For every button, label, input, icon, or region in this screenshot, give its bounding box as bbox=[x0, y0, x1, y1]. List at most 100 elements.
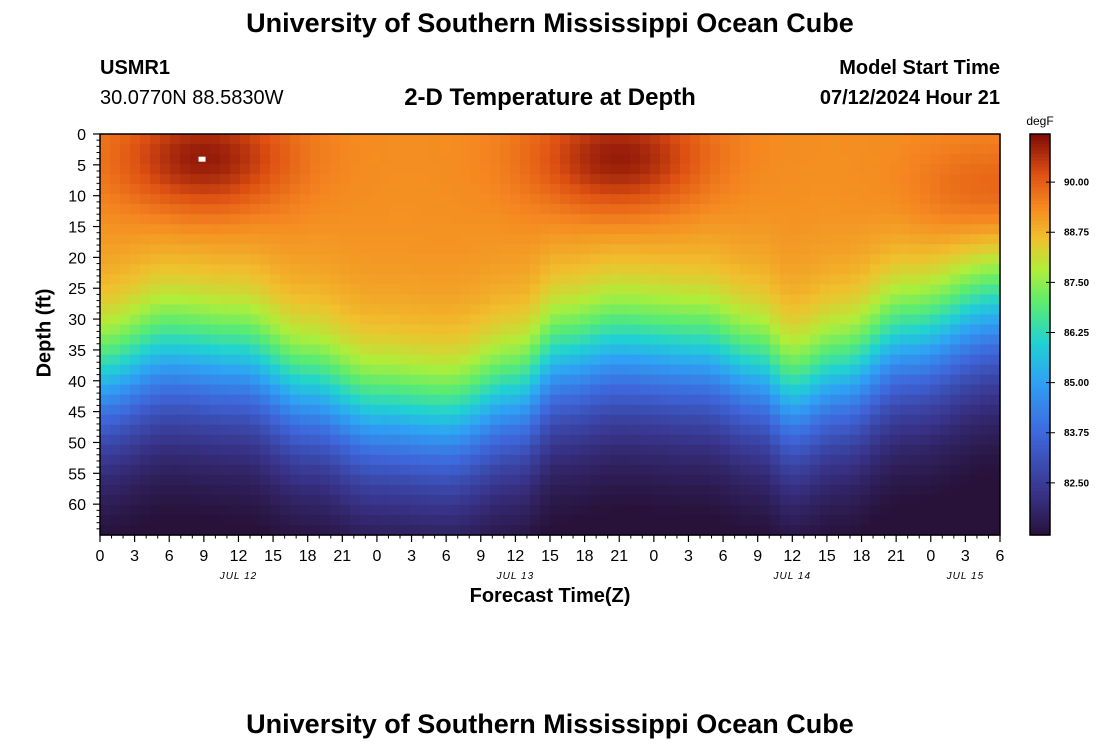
heatmap-cell bbox=[850, 354, 861, 366]
heatmap-cell bbox=[860, 524, 871, 536]
heatmap-cell bbox=[380, 344, 391, 356]
heatmap-cell bbox=[950, 314, 961, 326]
heatmap-cell bbox=[870, 144, 881, 155]
heatmap-cell bbox=[880, 384, 891, 396]
heatmap-cell bbox=[610, 334, 621, 346]
heatmap-cell bbox=[870, 474, 881, 486]
heatmap-cell bbox=[970, 354, 981, 366]
heatmap-cell bbox=[520, 514, 531, 526]
heatmap-cell bbox=[890, 224, 901, 235]
heatmap-cell bbox=[270, 254, 281, 265]
heatmap-cell bbox=[120, 434, 131, 446]
heatmap-cell bbox=[380, 134, 391, 145]
heatmap-cell bbox=[760, 334, 771, 346]
heatmap-cell bbox=[210, 174, 221, 185]
heatmap-cell bbox=[280, 144, 291, 155]
colorbar-swatch bbox=[1030, 277, 1050, 282]
heatmap-cell bbox=[420, 304, 431, 316]
heatmap-cell bbox=[570, 434, 581, 446]
heatmap-cell bbox=[980, 494, 991, 506]
heatmap-cell bbox=[150, 204, 161, 215]
heatmap-cell bbox=[380, 374, 391, 386]
heatmap-cell bbox=[440, 314, 451, 326]
heatmap-cell bbox=[320, 144, 331, 155]
heatmap-cell bbox=[900, 204, 911, 215]
heatmap-cell bbox=[610, 474, 621, 486]
heatmap-cell bbox=[140, 234, 151, 245]
heatmap-cell bbox=[340, 304, 351, 316]
heatmap-cell bbox=[300, 264, 311, 275]
heatmap-cell bbox=[810, 304, 821, 316]
heatmap-cell bbox=[920, 374, 931, 386]
heatmap-cell bbox=[820, 354, 831, 366]
heatmap-cell bbox=[960, 304, 971, 316]
heatmap-cell bbox=[970, 204, 981, 215]
heatmap-cell bbox=[880, 324, 891, 336]
heatmap-cell bbox=[440, 154, 451, 165]
heatmap-cell bbox=[410, 384, 421, 396]
heatmap-cell bbox=[120, 394, 131, 406]
heatmap-cell bbox=[590, 254, 601, 265]
heatmap-cell bbox=[740, 404, 751, 416]
heatmap-cell bbox=[360, 394, 371, 406]
heatmap-cell bbox=[350, 474, 361, 486]
heatmap-cell bbox=[460, 194, 471, 205]
heatmap-cell bbox=[700, 414, 711, 426]
heatmap-cell bbox=[440, 474, 451, 486]
heatmap-cell bbox=[690, 344, 701, 356]
heatmap-cell bbox=[550, 184, 561, 195]
heatmap-cell bbox=[870, 464, 881, 476]
heatmap-cell bbox=[940, 194, 951, 205]
heatmap-cell bbox=[720, 204, 731, 215]
heatmap-cell bbox=[110, 224, 121, 235]
heatmap-cell bbox=[940, 204, 951, 215]
heatmap-cell bbox=[390, 374, 401, 386]
heatmap-cell bbox=[900, 304, 911, 316]
colorbar-swatch bbox=[1030, 367, 1050, 372]
buoy-marker bbox=[198, 156, 206, 162]
heatmap-cell bbox=[330, 454, 341, 466]
heatmap-cell bbox=[690, 494, 701, 506]
heatmap-cell bbox=[760, 474, 771, 486]
heatmap-cell bbox=[890, 474, 901, 486]
heatmap-cell bbox=[760, 144, 771, 155]
heatmap-cell bbox=[340, 294, 351, 306]
x-tick-label: 6 bbox=[442, 548, 451, 565]
heatmap-cell bbox=[490, 474, 501, 486]
heatmap-cell bbox=[640, 224, 651, 235]
heatmap-cell bbox=[120, 234, 131, 245]
heatmap-cell bbox=[610, 484, 621, 496]
heatmap-cell bbox=[660, 154, 671, 165]
heatmap-cell bbox=[880, 424, 891, 436]
heatmap-cell bbox=[310, 144, 321, 155]
heatmap-cell bbox=[770, 404, 781, 416]
heatmap-cell bbox=[670, 144, 681, 155]
heatmap-cell bbox=[420, 134, 431, 145]
heatmap-cell bbox=[870, 164, 881, 175]
colorbar-swatch bbox=[1030, 404, 1050, 409]
heatmap-cell bbox=[950, 274, 961, 285]
heatmap-cell bbox=[500, 204, 511, 215]
heatmap-cell bbox=[430, 204, 441, 215]
heatmap-cell bbox=[600, 344, 611, 356]
heatmap-cell bbox=[240, 294, 251, 306]
heatmap-cell bbox=[570, 234, 581, 245]
heatmap-cell bbox=[260, 164, 271, 175]
heatmap-cell bbox=[340, 184, 351, 195]
heatmap-cell bbox=[190, 464, 201, 476]
heatmap-cell bbox=[730, 344, 741, 356]
heatmap-cell bbox=[940, 144, 951, 155]
heatmap-cell bbox=[580, 374, 591, 386]
heatmap-cell bbox=[600, 194, 611, 205]
heatmap-cell bbox=[390, 514, 401, 526]
heatmap-cell bbox=[110, 404, 121, 416]
heatmap-cell bbox=[730, 404, 741, 416]
heatmap-cell bbox=[570, 414, 581, 426]
heatmap-cell bbox=[920, 254, 931, 265]
heatmap-cell bbox=[260, 354, 271, 366]
heatmap-cell bbox=[330, 394, 341, 406]
heatmap-cell bbox=[920, 424, 931, 436]
heatmap-cell bbox=[270, 464, 281, 476]
heatmap-cell bbox=[280, 134, 291, 145]
heatmap-cell bbox=[550, 294, 561, 306]
